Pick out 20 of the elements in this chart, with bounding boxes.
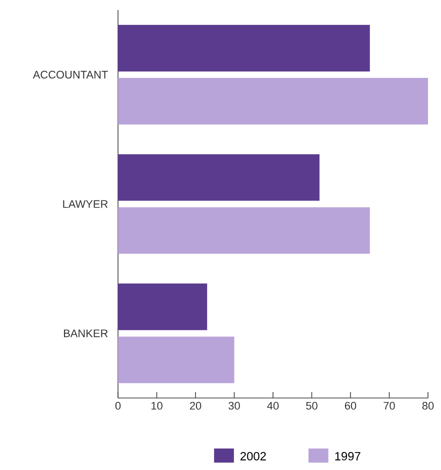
bar [118,78,428,124]
legend-label: 2002 [240,452,266,460]
y-tick-label: ACCOUNTANT [32,70,108,79]
bar [118,154,320,201]
x-tick-label: 10 [151,402,162,410]
x-tick-label: 70 [384,402,395,410]
x-tick-label: 0 [115,402,121,410]
x-tick-label: 30 [228,402,240,410]
legend-label: 1997 [335,452,360,460]
bar [118,284,208,330]
x-tick-label: 20 [190,402,202,410]
x-tick-label: 80 [422,402,434,410]
bar [118,336,234,384]
x-tick-label: 50 [306,402,318,410]
y-tick-label: LAWYER [63,200,108,208]
bar [118,207,370,254]
y-tick-label: BANKER [64,330,108,338]
x-tick-label: 40 [267,402,279,410]
x-tick-label: 60 [344,402,356,410]
bar [118,24,370,72]
